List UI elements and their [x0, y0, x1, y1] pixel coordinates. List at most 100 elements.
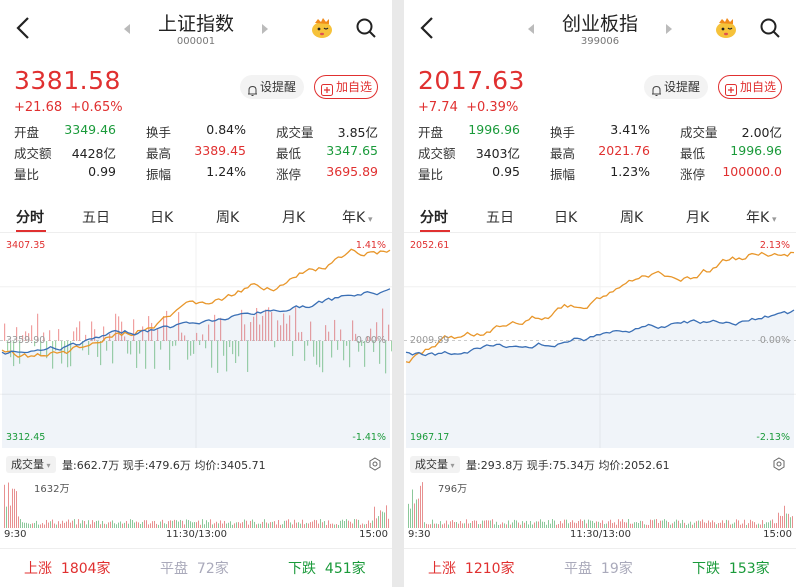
volume-diff-bar — [262, 315, 264, 341]
volume-bar — [700, 521, 701, 528]
volume-bar — [722, 520, 723, 528]
volume-diff-bar — [298, 332, 300, 341]
open-value: 3349.46 — [64, 122, 116, 137]
volume-bar — [452, 520, 453, 528]
volume-bar — [264, 519, 265, 528]
volume-bar — [764, 524, 765, 528]
volume-bar — [628, 519, 629, 528]
volume-bar — [366, 523, 367, 528]
volume-bar — [408, 503, 409, 528]
volume-bar — [10, 505, 11, 528]
volume-bar — [614, 522, 615, 528]
volume-bar — [54, 523, 55, 528]
tab-intraday[interactable]: 分时 — [420, 210, 448, 226]
volume-diff-bar — [301, 331, 303, 341]
volume-diff-bar — [22, 335, 24, 341]
volume-bar — [58, 521, 59, 528]
volume-diff-bar — [268, 307, 270, 341]
mascot-icon[interactable] — [310, 16, 334, 40]
mascot-icon[interactable] — [714, 16, 738, 40]
volume-bar — [358, 519, 359, 528]
back-arrow-icon[interactable] — [416, 14, 440, 42]
volume-diff-bar — [220, 317, 222, 341]
next-index-arrow-icon[interactable] — [666, 24, 672, 34]
volume-diff-bar — [130, 341, 132, 355]
volume-bar — [482, 520, 483, 528]
volume-bar — [118, 522, 119, 528]
volume-bar — [212, 524, 213, 528]
add-watchlist-button[interactable]: 加自选 — [314, 75, 378, 99]
volume-bar — [182, 520, 183, 528]
volume-bar — [640, 520, 641, 528]
volume-bar — [662, 520, 663, 528]
volume-diff-bar — [100, 341, 102, 366]
volume-bar — [434, 523, 435, 528]
open-label: 开盘 — [14, 125, 40, 140]
low-value: 1996.96 — [730, 143, 782, 158]
search-icon[interactable] — [758, 16, 782, 40]
volume-bar — [446, 520, 447, 528]
tab-five-day[interactable]: 五日 — [486, 210, 514, 226]
volume-bar — [242, 522, 243, 528]
amount-label: 成交额 — [14, 146, 52, 161]
volume-diff-bar — [76, 327, 78, 341]
volume-bar — [506, 524, 507, 528]
tab-weekly-k[interactable]: 周K — [620, 210, 644, 226]
prev-index-arrow-icon[interactable] — [124, 24, 130, 34]
volume-bar — [14, 488, 15, 528]
volume-selector[interactable]: 成交量 ▾ — [410, 456, 460, 473]
add-watchlist-button[interactable]: 加自选 — [718, 75, 782, 99]
tab-monthly-k[interactable]: 月K — [282, 210, 306, 226]
advancers: 上涨 1210家 — [428, 561, 515, 577]
volume-diff-bar — [178, 312, 180, 341]
volume-diff-bar — [142, 326, 144, 341]
settings-icon[interactable] — [368, 457, 382, 471]
tab-daily-k[interactable]: 日K — [150, 210, 174, 226]
tab-daily-k[interactable]: 日K — [554, 210, 578, 226]
volume-diff-bar — [151, 322, 153, 341]
tab-five-day[interactable]: 五日 — [82, 210, 110, 226]
back-arrow-icon[interactable] — [12, 14, 36, 42]
next-index-arrow-icon[interactable] — [262, 24, 268, 34]
volume-diff-bar — [295, 307, 297, 341]
prev-index-arrow-icon[interactable] — [528, 24, 534, 34]
set-alert-button[interactable]: 设提醒 — [240, 75, 304, 99]
chart-bottom-pct: -2.13% — [756, 432, 790, 443]
volume-bar — [88, 520, 89, 528]
tab-monthly-k[interactable]: 月K — [686, 210, 710, 226]
volume-bar — [642, 521, 643, 528]
volume-bar — [56, 524, 57, 528]
volume-bar — [530, 520, 531, 528]
volume-bar — [780, 515, 781, 528]
volume-bar — [222, 523, 223, 528]
amplitude-label: 振幅 — [550, 167, 576, 182]
volume-selector[interactable]: 成交量 ▾ — [6, 456, 56, 473]
volume-bar — [712, 520, 713, 528]
tab-intraday[interactable]: 分时 — [16, 210, 44, 226]
volume-bar — [676, 519, 677, 528]
volume-diff-bar — [328, 331, 330, 341]
volume-bar — [114, 523, 115, 528]
volume-bar — [354, 519, 355, 528]
volume-bar — [184, 524, 185, 528]
volume-bar — [96, 520, 97, 528]
volume-bar — [598, 521, 599, 528]
tab-yearly-k[interactable]: 年K ▾ — [342, 210, 373, 226]
volume-diff-bar — [52, 341, 54, 369]
volume-diff-bar — [202, 334, 204, 341]
settings-icon[interactable] — [772, 457, 786, 471]
volume-bar — [586, 523, 587, 528]
volume-bar — [66, 521, 67, 528]
tab-weekly-k[interactable]: 周K — [216, 210, 240, 226]
intraday-chart[interactable]: 3407.35 1.41% 3359.90 0.00% 3312.45 -1.4… — [0, 233, 392, 448]
volume-bar — [154, 520, 155, 528]
search-icon[interactable] — [354, 16, 378, 40]
intraday-chart[interactable]: 2052.61 2.13% 2009.89 0.00% 1967.17 -2.1… — [404, 233, 796, 448]
volume-bar — [16, 491, 17, 528]
volume-diff-bar — [247, 341, 249, 372]
volume-bar — [324, 521, 325, 528]
set-alert-button[interactable]: 设提醒 — [644, 75, 708, 99]
tab-yearly-k[interactable]: 年K ▾ — [746, 210, 777, 226]
volume-diff-bar — [361, 341, 363, 346]
volume-bar — [346, 519, 347, 528]
